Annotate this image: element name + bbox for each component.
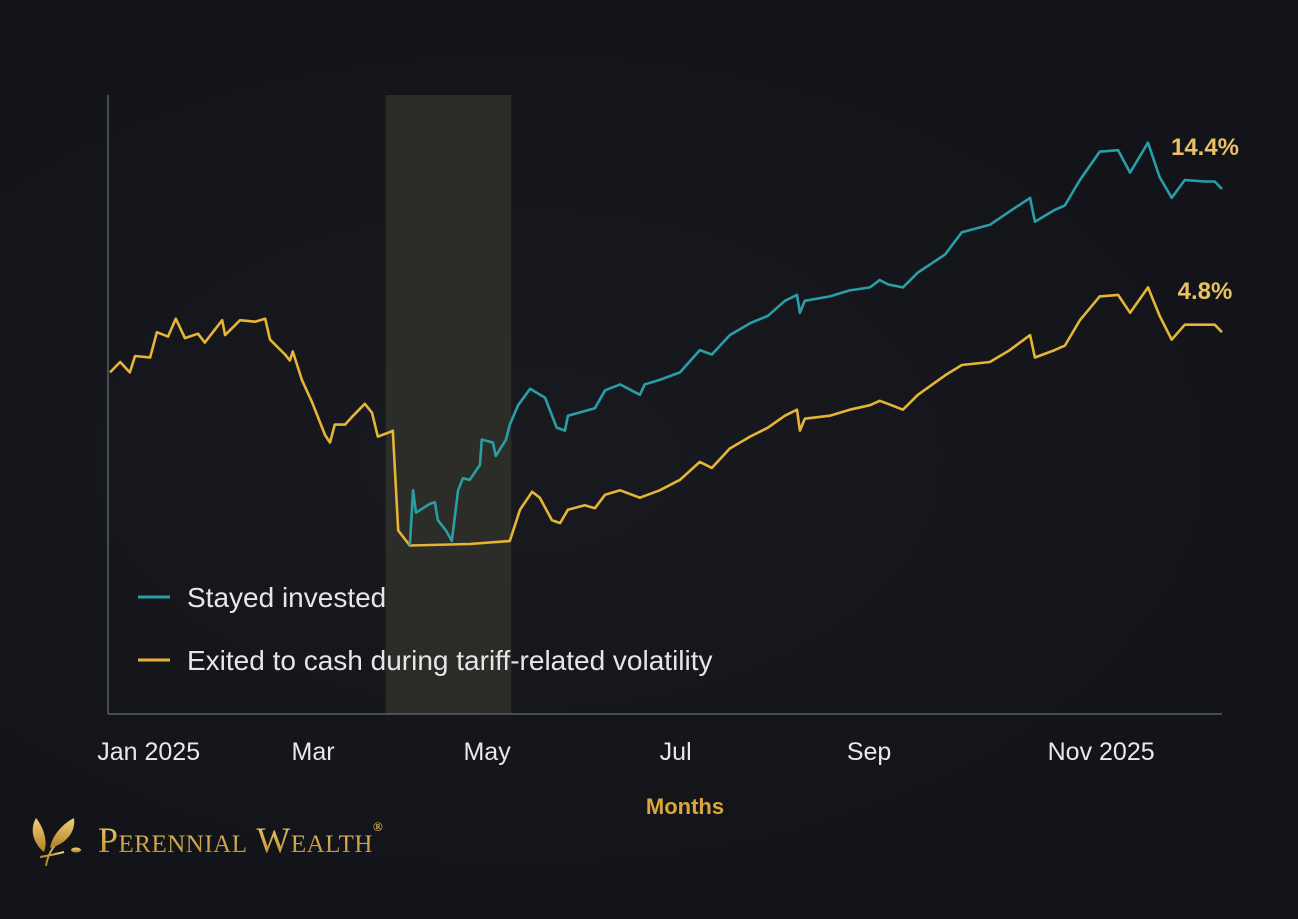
x-tick-label: Nov 2025 — [1048, 738, 1155, 766]
wheat-leaves-icon — [32, 818, 81, 867]
legend: Stayed invested Exited to cash during ta… — [138, 582, 713, 676]
series-line-exited — [109, 286, 1223, 547]
x-axis-title: Months — [646, 794, 724, 819]
x-tick-label: Jul — [660, 738, 692, 766]
end-label-exited: 4.8% — [1178, 278, 1233, 305]
brand-logo: Perennial Wealth® — [26, 812, 383, 868]
x-tick-label: Jan 2025 — [97, 738, 200, 766]
volatility-highlight-band — [385, 95, 512, 714]
end-label-stayed-invested: 14.4% — [1171, 134, 1239, 161]
brand-name: Perennial Wealth® — [98, 819, 383, 861]
x-tick-label: Sep — [847, 738, 891, 766]
legend-label-exited: Exited to cash during tariff-related vol… — [187, 645, 713, 676]
x-tick-label: May — [463, 738, 511, 766]
x-tick-label: Mar — [292, 738, 335, 766]
brand-name-text: Perennial Wealth — [98, 820, 373, 860]
legend-label-stayed-invested: Stayed invested — [187, 582, 386, 613]
series-line-stayed-invested — [408, 141, 1223, 546]
registered-mark: ® — [372, 819, 384, 834]
